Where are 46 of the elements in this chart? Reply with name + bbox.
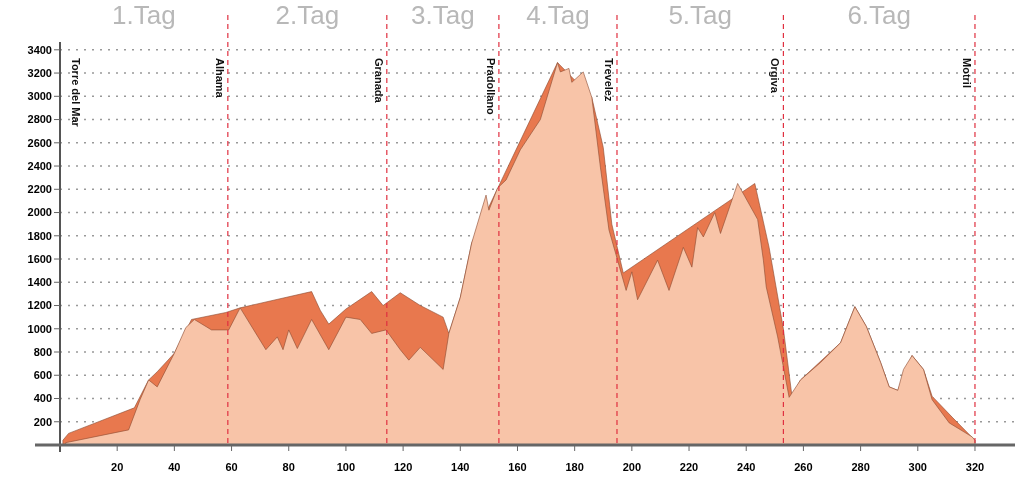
x-tick-label: 200 <box>622 461 642 473</box>
y-tick-label: 600 <box>33 369 52 382</box>
y-tick-label: 1400 <box>27 276 52 289</box>
x-tick-label: 20 <box>111 461 124 473</box>
ref-line-label: Orgiva <box>769 58 782 94</box>
y-tick-label: 3200 <box>27 66 52 79</box>
x-tick-label: 60 <box>225 461 238 473</box>
x-tick-label: 120 <box>393 461 413 473</box>
y-tick-label: 2400 <box>27 159 52 172</box>
x-tick-label: 160 <box>508 461 527 473</box>
x-tick-label: 180 <box>565 461 584 473</box>
y-tick-label: 800 <box>33 345 52 358</box>
y-tick-label: 2800 <box>27 113 52 126</box>
x-tick-label: 40 <box>168 461 181 473</box>
y-tick-label: 1200 <box>27 299 52 312</box>
ref-line-label: Pradollano <box>484 58 497 116</box>
x-tick-label: 320 <box>965 461 985 473</box>
text: 3.Tag <box>411 0 475 30</box>
x-tick-label: 140 <box>451 461 470 473</box>
y-tick-label: 2000 <box>27 206 52 219</box>
ref-line-label: Granada <box>372 58 385 104</box>
x-tick-label: 220 <box>679 461 699 473</box>
text: 1.Tag <box>112 0 176 30</box>
text: 6.Tag <box>847 0 911 30</box>
ref-line-label: Trevelez <box>602 58 615 102</box>
y-tick-label: 2600 <box>27 136 52 149</box>
text: 2.Tag <box>275 0 340 30</box>
x-tick-label: 260 <box>794 461 813 473</box>
y-tick-label: 400 <box>33 392 52 405</box>
x-tick-label: 300 <box>908 461 927 473</box>
x-tick-label: 280 <box>851 461 870 473</box>
y-tick-label: 1800 <box>27 229 52 242</box>
text: 4.Tag <box>526 0 590 30</box>
x-tick-label: 100 <box>336 461 356 473</box>
annotation: Torre del Mar <box>70 58 82 128</box>
text: 5.Tag <box>668 0 732 30</box>
y-tick-label: 3000 <box>27 90 52 103</box>
y-tick-label: 1000 <box>27 322 52 335</box>
y-tick-label: 2200 <box>27 183 52 196</box>
y-tick-label: 3400 <box>27 43 52 56</box>
y-tick-label: 1600 <box>27 252 52 265</box>
ref-line-label: Alhama <box>213 58 226 99</box>
x-tick-label: 80 <box>282 461 295 473</box>
y-tick-label: 200 <box>33 415 52 428</box>
ref-line-label: Motril <box>960 58 973 88</box>
x-tick-label: 240 <box>737 461 756 473</box>
